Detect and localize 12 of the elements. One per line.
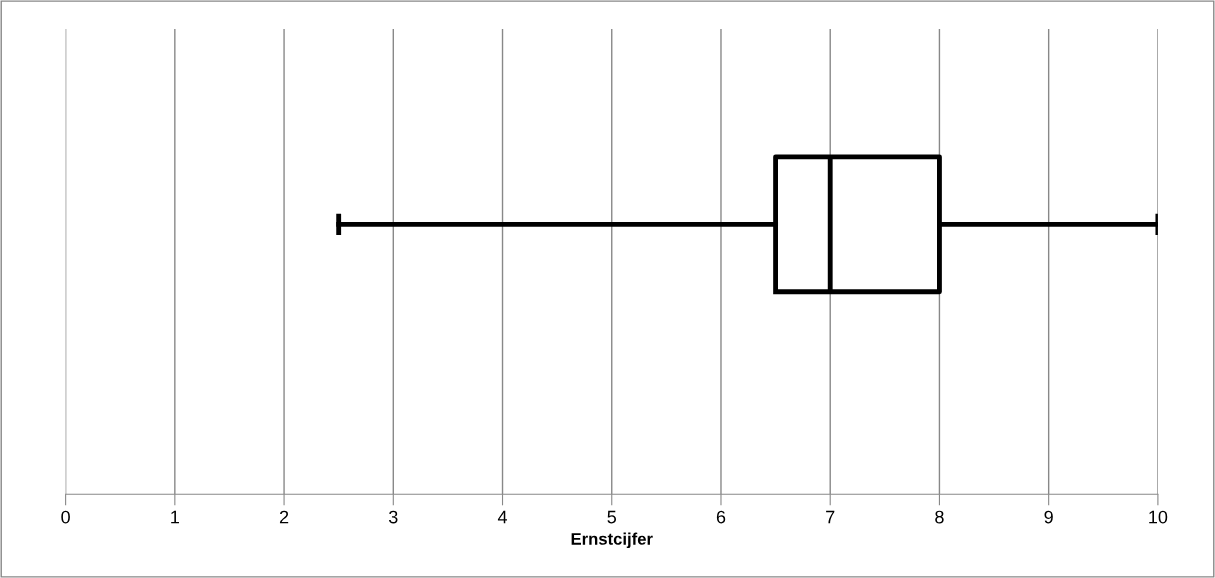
x-tick-label: 5 <box>607 510 617 524</box>
x-tick-label: 3 <box>388 510 398 524</box>
x-tick-label: 4 <box>497 510 508 524</box>
x-tick-label: 10 <box>1149 510 1168 524</box>
x-tick-label: 7 <box>826 510 835 524</box>
x-tick-label: 8 <box>935 510 944 524</box>
x-tick-label: 1 <box>171 510 179 524</box>
x-tick-label: 6 <box>716 510 726 524</box>
x-tick-label: 2 <box>279 510 289 524</box>
x-tick-label: 9 <box>1044 510 1053 524</box>
x-axis-title: Ernstcijfer <box>571 532 653 549</box>
x-tick-label: 0 <box>61 510 70 524</box>
